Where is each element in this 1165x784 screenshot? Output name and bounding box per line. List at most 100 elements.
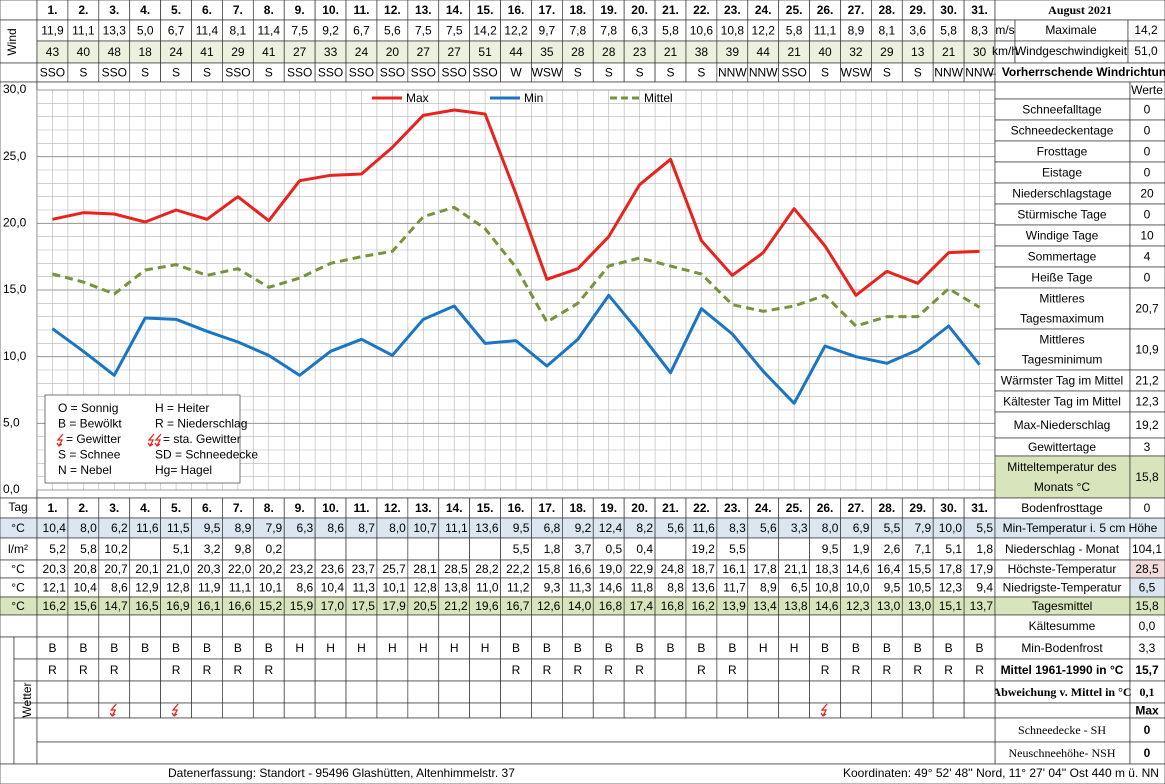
table-cell <box>469 537 501 561</box>
table-cell <box>345 537 378 561</box>
stat-value: 19,2 <box>1135 418 1159 432</box>
row-title: Min-Temperatur i. 5 cm Höhe <box>1003 521 1158 535</box>
stat-label: Schneedeckentage <box>1011 124 1114 138</box>
wind-kmh: 44 <box>757 45 771 59</box>
weather-code: R <box>728 663 737 677</box>
wind-kmh: 30 <box>973 45 987 59</box>
stat-label: Monats °C <box>1034 480 1090 494</box>
wind-direction: NNW <box>749 66 778 80</box>
row-label: Wetter <box>20 682 34 717</box>
wind-direction: S <box>605 66 613 80</box>
table-value: 5,1 <box>945 542 962 556</box>
weather-code: R <box>512 663 521 677</box>
side-value: 0 <box>1144 746 1151 760</box>
table-cell <box>623 614 656 638</box>
table-value: 6,2 <box>111 521 128 535</box>
table-cell <box>840 702 872 719</box>
table-value: 5,8 <box>80 542 97 556</box>
table-value: 10,0 <box>939 521 963 535</box>
table-cell <box>592 680 625 704</box>
stats-header: Werte <box>1131 83 1163 97</box>
table-cell <box>623 702 656 719</box>
table-cell <box>0 62 38 83</box>
wind-direction: S <box>203 66 211 80</box>
day-header: 24. <box>755 3 772 17</box>
table-cell <box>1129 717 1165 743</box>
table-cell <box>562 614 594 638</box>
stat-value: 10 <box>1140 229 1154 243</box>
wind-direction: S <box>914 66 922 80</box>
table-cell <box>840 614 872 638</box>
table-value: 8,0 <box>389 521 406 535</box>
table-value: 20,5 <box>413 599 437 613</box>
wind-ms: 7,5 <box>291 24 308 38</box>
side-label: Bodenfrosttage <box>1021 501 1103 515</box>
table-cell <box>314 537 347 561</box>
table-value: 16,1 <box>197 599 221 613</box>
table-cell <box>252 614 285 638</box>
table-cell <box>438 658 470 682</box>
day-header: 1. <box>47 501 57 515</box>
day-header: 16. <box>508 501 525 515</box>
wind-ms: 7,8 <box>569 24 586 38</box>
legend-label: Max <box>406 91 429 105</box>
weather-code: H <box>357 641 366 655</box>
series-line <box>52 108 980 297</box>
table-value: 5,6 <box>667 521 684 535</box>
weather-code: B <box>574 641 582 655</box>
wind-direction: SSO <box>781 66 806 80</box>
wind-direction: S <box>667 66 675 80</box>
wind-direction: S <box>697 66 705 80</box>
weather-code: H <box>326 641 335 655</box>
table-value: 13,7 <box>970 599 994 613</box>
table-cell <box>36 702 69 719</box>
table-cell <box>438 680 470 704</box>
wind-direction: SSO <box>442 66 467 80</box>
table-cell <box>438 537 470 561</box>
wind-direction: SSO <box>40 66 65 80</box>
table-value: 14,7 <box>104 599 128 613</box>
table-value: 12,4 <box>599 521 623 535</box>
table-cell <box>623 680 656 704</box>
side-value: 0,0 <box>1139 619 1156 633</box>
stat-value: 3 <box>1144 440 1151 454</box>
wind-ms: 5,0 <box>137 24 154 38</box>
side-value: Max <box>1135 704 1159 718</box>
table-value: 9,5 <box>513 521 530 535</box>
thunder-icon <box>56 433 64 447</box>
table-cell <box>716 680 749 704</box>
wind-kmh: 27 <box>448 45 462 59</box>
table-value: 12,9 <box>135 581 159 595</box>
day-header: 3. <box>109 501 119 515</box>
table-cell <box>747 658 780 682</box>
weather-code: B <box>976 641 984 655</box>
table-value: 28,1 <box>413 562 437 576</box>
day-header: 16. <box>508 3 525 17</box>
table-cell <box>36 741 996 765</box>
wind-direction: S <box>265 66 273 80</box>
weather-code: B <box>48 641 56 655</box>
weather-code: H <box>419 641 428 655</box>
day-header: 6. <box>202 501 212 515</box>
stat-label: Kältester Tag im Mittel <box>1003 395 1121 409</box>
table-value: 12,8 <box>413 581 437 595</box>
table-value: 22,9 <box>630 562 654 576</box>
wind-direction: S <box>636 66 644 80</box>
table-value: 16,8 <box>599 599 623 613</box>
table-value: 13,6 <box>692 581 716 595</box>
weather-code: R <box>172 663 181 677</box>
table-value: 11,9 <box>198 581 221 595</box>
table-value: 16,7 <box>506 599 530 613</box>
table-cell <box>654 702 687 719</box>
table-value: 20,3 <box>197 562 221 576</box>
weather-code: B <box>914 641 922 655</box>
wind-ms: 6,7 <box>353 24 370 38</box>
wind-ms: 5,8 <box>940 24 957 38</box>
table-cell <box>994 411 1131 439</box>
table-cell <box>13 636 38 660</box>
table-value: 17,0 <box>321 599 345 613</box>
table-value: 14,6 <box>599 581 623 595</box>
table-value: 22,0 <box>228 562 252 576</box>
table-value: 12,8 <box>166 581 190 595</box>
wind-direction: S <box>574 66 582 80</box>
